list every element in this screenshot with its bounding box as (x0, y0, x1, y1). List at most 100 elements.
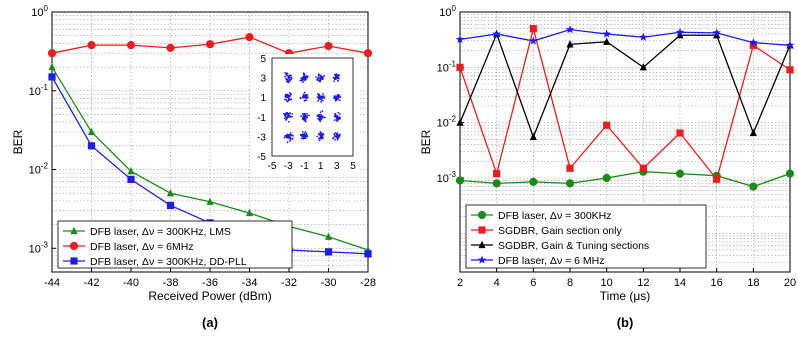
constellation-point (319, 80, 321, 83)
constellation-point (336, 97, 339, 100)
data-point (87, 142, 96, 150)
constellation-point (337, 111, 340, 114)
constellation-point (290, 98, 293, 101)
legend: DFB laser, Δν = 300KHz, LMS DFB laser, Δν… (57, 220, 293, 269)
constellation-point (334, 138, 337, 141)
constellation-point (300, 115, 303, 117)
data-point (48, 62, 56, 71)
constellation-point (284, 135, 287, 137)
inset-x-tick-label: 1 (318, 161, 324, 172)
constellation-point (323, 96, 326, 99)
legend-marker (477, 255, 487, 264)
data-point (713, 175, 721, 183)
y-tick-label: 100 (439, 4, 456, 19)
constellation-point (302, 72, 305, 75)
constellation-point (316, 135, 319, 138)
constellation-point (284, 96, 287, 99)
constellation-point (300, 77, 303, 80)
constellation-point (337, 94, 340, 96)
constellation-point (304, 114, 307, 117)
data-point (675, 27, 685, 36)
constellation-point (316, 96, 319, 99)
constellation-point (303, 99, 306, 102)
data-point (529, 177, 538, 186)
constellation-point (335, 74, 338, 76)
inset-x-tick-label: 3 (334, 161, 340, 172)
x-tick-label: -38 (163, 277, 179, 289)
constellation-point (286, 115, 289, 118)
constellation-point (290, 93, 292, 96)
legend-entry: DFB laser, Δν = 300KHz, LMS (63, 226, 231, 238)
data-point (785, 169, 795, 178)
constellation-point (286, 136, 289, 139)
constellation-point (316, 79, 319, 81)
constellation-point (321, 110, 324, 113)
x-tick-label: -32 (281, 277, 297, 289)
data-point (455, 34, 465, 44)
constellation-point (303, 91, 306, 94)
constellation-point (319, 74, 322, 77)
inset-y-tick-label: 1 (260, 93, 266, 104)
data-point (48, 73, 56, 81)
constellation-point (339, 96, 342, 98)
constellation-point (335, 75, 338, 78)
constellation-point (303, 133, 306, 136)
x-tick-label: 16 (711, 277, 723, 289)
constellation-point (320, 137, 323, 140)
constellation-point (303, 117, 306, 120)
x-tick-label: 12 (637, 277, 649, 289)
constellation-point (302, 137, 305, 140)
constellation-point (285, 98, 288, 101)
constellation-point (301, 79, 304, 82)
constellation-point (286, 117, 288, 120)
data-point (87, 127, 96, 136)
data-point (749, 128, 757, 137)
constellation-point (336, 138, 339, 141)
data-point (785, 40, 795, 49)
series-2 (456, 25, 794, 183)
legend-entry: DFB laser, Δν = 6MHz (63, 241, 194, 253)
data-point (363, 49, 373, 58)
data-point (166, 201, 175, 210)
legend-box (57, 220, 293, 269)
constellation-point (319, 120, 322, 123)
legend-marker (477, 210, 487, 220)
constellation-point (320, 118, 323, 121)
constellation-point (331, 137, 334, 140)
data-point (603, 121, 611, 129)
constellation-point (290, 76, 293, 79)
constellation-point (285, 119, 288, 121)
data-point (492, 29, 501, 38)
legend-label: DFB laser, Δν = 6MHz (90, 241, 194, 253)
constellation-point (337, 79, 340, 82)
constellation-point (339, 117, 342, 120)
constellation-point (317, 77, 320, 79)
y-tick-label: 10-2 (29, 162, 49, 177)
constellation-point (301, 112, 304, 115)
x-tick-label: -34 (242, 277, 258, 289)
constellation-point (291, 115, 293, 118)
constellation-point (334, 95, 337, 98)
constellation-point (284, 115, 287, 118)
constellation-point (322, 77, 324, 80)
constellation-point (287, 113, 290, 115)
panel-caption: (b) (617, 315, 634, 330)
data-point (529, 132, 537, 141)
constellation-point (303, 75, 306, 78)
constellation-point (289, 115, 292, 118)
data-point (47, 49, 57, 58)
constellation-point (323, 75, 326, 77)
constellation-point (338, 77, 340, 80)
data-point (603, 37, 611, 45)
data-point (245, 33, 254, 42)
series-line (459, 171, 791, 188)
constellation-point (299, 96, 302, 99)
series-3 (456, 29, 794, 141)
data-point (205, 40, 215, 49)
constellation-point (318, 118, 321, 121)
constellation-point (286, 141, 289, 144)
constellation-point (302, 96, 304, 99)
legend: DFB laser, Δν = 300KHz SGDBR, Gain sectio… (465, 204, 707, 269)
constellation-point (285, 112, 288, 115)
